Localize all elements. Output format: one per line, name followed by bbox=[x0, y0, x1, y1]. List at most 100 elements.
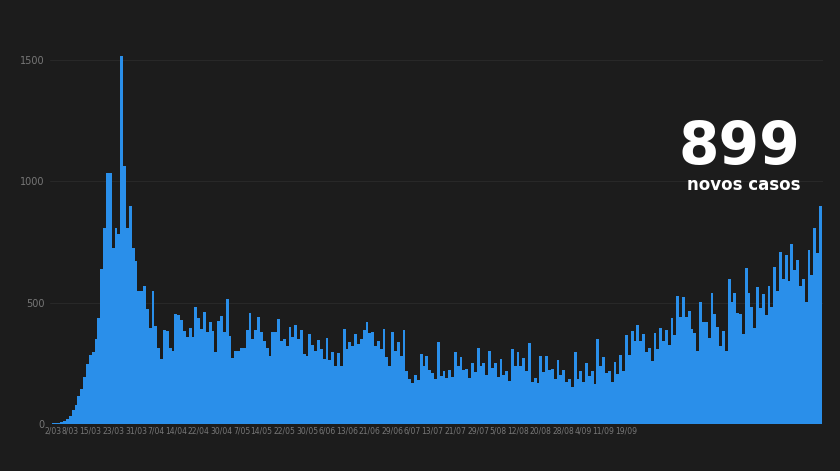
Bar bbox=[779, 252, 782, 424]
Bar bbox=[551, 369, 554, 424]
Bar bbox=[140, 291, 143, 424]
Bar bbox=[194, 308, 197, 424]
Bar bbox=[463, 370, 465, 424]
Bar bbox=[711, 293, 713, 424]
Bar bbox=[228, 335, 232, 424]
Bar bbox=[106, 173, 109, 424]
Bar bbox=[764, 315, 768, 424]
Bar bbox=[328, 360, 331, 424]
Bar bbox=[617, 374, 619, 424]
Bar bbox=[537, 382, 539, 424]
Bar bbox=[511, 349, 514, 424]
Bar bbox=[354, 334, 357, 424]
Bar bbox=[443, 371, 445, 424]
Bar bbox=[255, 330, 257, 424]
Bar bbox=[474, 372, 477, 424]
Bar bbox=[343, 329, 345, 424]
Bar bbox=[613, 362, 617, 424]
Bar bbox=[189, 327, 192, 424]
Bar bbox=[585, 363, 588, 424]
Bar bbox=[132, 248, 134, 424]
Bar bbox=[175, 314, 177, 424]
Bar bbox=[152, 291, 155, 424]
Bar bbox=[559, 375, 562, 424]
Bar bbox=[486, 375, 488, 424]
Bar bbox=[92, 352, 95, 424]
Bar bbox=[727, 279, 731, 424]
Bar bbox=[574, 352, 576, 424]
Bar bbox=[496, 377, 500, 424]
Bar bbox=[514, 365, 517, 424]
Bar bbox=[312, 345, 314, 424]
Bar bbox=[97, 317, 100, 424]
Bar bbox=[619, 355, 622, 424]
Bar bbox=[591, 371, 594, 424]
Bar bbox=[731, 302, 733, 424]
Bar bbox=[249, 313, 251, 424]
Bar bbox=[790, 244, 793, 424]
Bar bbox=[314, 351, 317, 424]
Bar bbox=[360, 339, 363, 424]
Bar bbox=[819, 206, 822, 424]
Bar bbox=[345, 349, 349, 424]
Bar bbox=[232, 358, 234, 424]
Bar bbox=[745, 268, 748, 424]
Bar bbox=[206, 332, 208, 424]
Bar bbox=[651, 361, 654, 424]
Bar bbox=[627, 356, 631, 424]
Bar bbox=[739, 314, 742, 424]
Bar bbox=[134, 260, 138, 424]
Bar bbox=[357, 344, 360, 424]
Bar bbox=[648, 348, 651, 424]
Bar bbox=[155, 326, 157, 424]
Bar bbox=[565, 382, 568, 424]
Bar bbox=[220, 316, 223, 424]
Bar bbox=[291, 337, 294, 424]
Bar bbox=[83, 377, 86, 424]
Bar bbox=[138, 291, 140, 424]
Bar bbox=[406, 371, 408, 424]
Bar bbox=[260, 332, 263, 424]
Bar bbox=[682, 297, 685, 424]
Bar bbox=[126, 228, 129, 424]
Bar bbox=[334, 366, 337, 424]
Bar bbox=[302, 354, 306, 424]
Bar bbox=[365, 322, 369, 424]
Bar bbox=[386, 357, 388, 424]
Bar bbox=[596, 339, 600, 424]
Bar bbox=[768, 285, 770, 424]
Bar bbox=[654, 333, 656, 424]
Bar bbox=[146, 309, 149, 424]
Bar bbox=[208, 323, 212, 424]
Bar bbox=[326, 338, 328, 424]
Bar bbox=[480, 365, 482, 424]
Bar bbox=[690, 329, 694, 424]
Bar bbox=[423, 365, 425, 424]
Bar bbox=[223, 332, 226, 424]
Bar bbox=[522, 358, 525, 424]
Bar bbox=[103, 228, 106, 424]
Bar bbox=[377, 341, 380, 424]
Bar bbox=[369, 333, 371, 424]
Bar bbox=[237, 350, 240, 424]
Bar bbox=[674, 335, 676, 424]
Bar bbox=[200, 329, 203, 424]
Bar bbox=[633, 341, 637, 424]
Bar bbox=[277, 319, 280, 424]
Bar bbox=[742, 334, 745, 424]
Bar bbox=[163, 331, 165, 424]
Bar bbox=[394, 351, 396, 424]
Bar bbox=[457, 365, 459, 424]
Bar bbox=[656, 349, 659, 424]
Bar bbox=[226, 299, 228, 424]
Bar bbox=[257, 317, 260, 424]
Bar bbox=[525, 371, 528, 424]
Bar bbox=[66, 419, 69, 424]
Bar bbox=[288, 327, 291, 424]
Text: 899: 899 bbox=[678, 119, 800, 176]
Bar bbox=[280, 341, 283, 424]
Bar bbox=[465, 369, 468, 424]
Bar bbox=[500, 359, 502, 424]
Bar bbox=[505, 371, 508, 424]
Bar bbox=[608, 371, 611, 424]
